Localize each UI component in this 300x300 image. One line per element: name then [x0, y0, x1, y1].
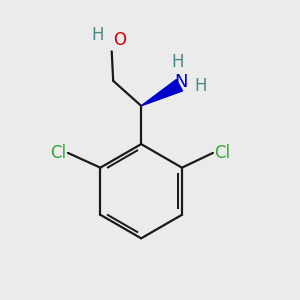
Text: H: H	[92, 26, 104, 44]
Text: O: O	[113, 31, 126, 49]
Text: H: H	[194, 77, 207, 95]
Text: Cl: Cl	[50, 144, 67, 162]
Text: Cl: Cl	[214, 144, 230, 162]
Text: N: N	[174, 73, 188, 91]
Text: H: H	[172, 53, 184, 71]
Polygon shape	[141, 80, 182, 106]
